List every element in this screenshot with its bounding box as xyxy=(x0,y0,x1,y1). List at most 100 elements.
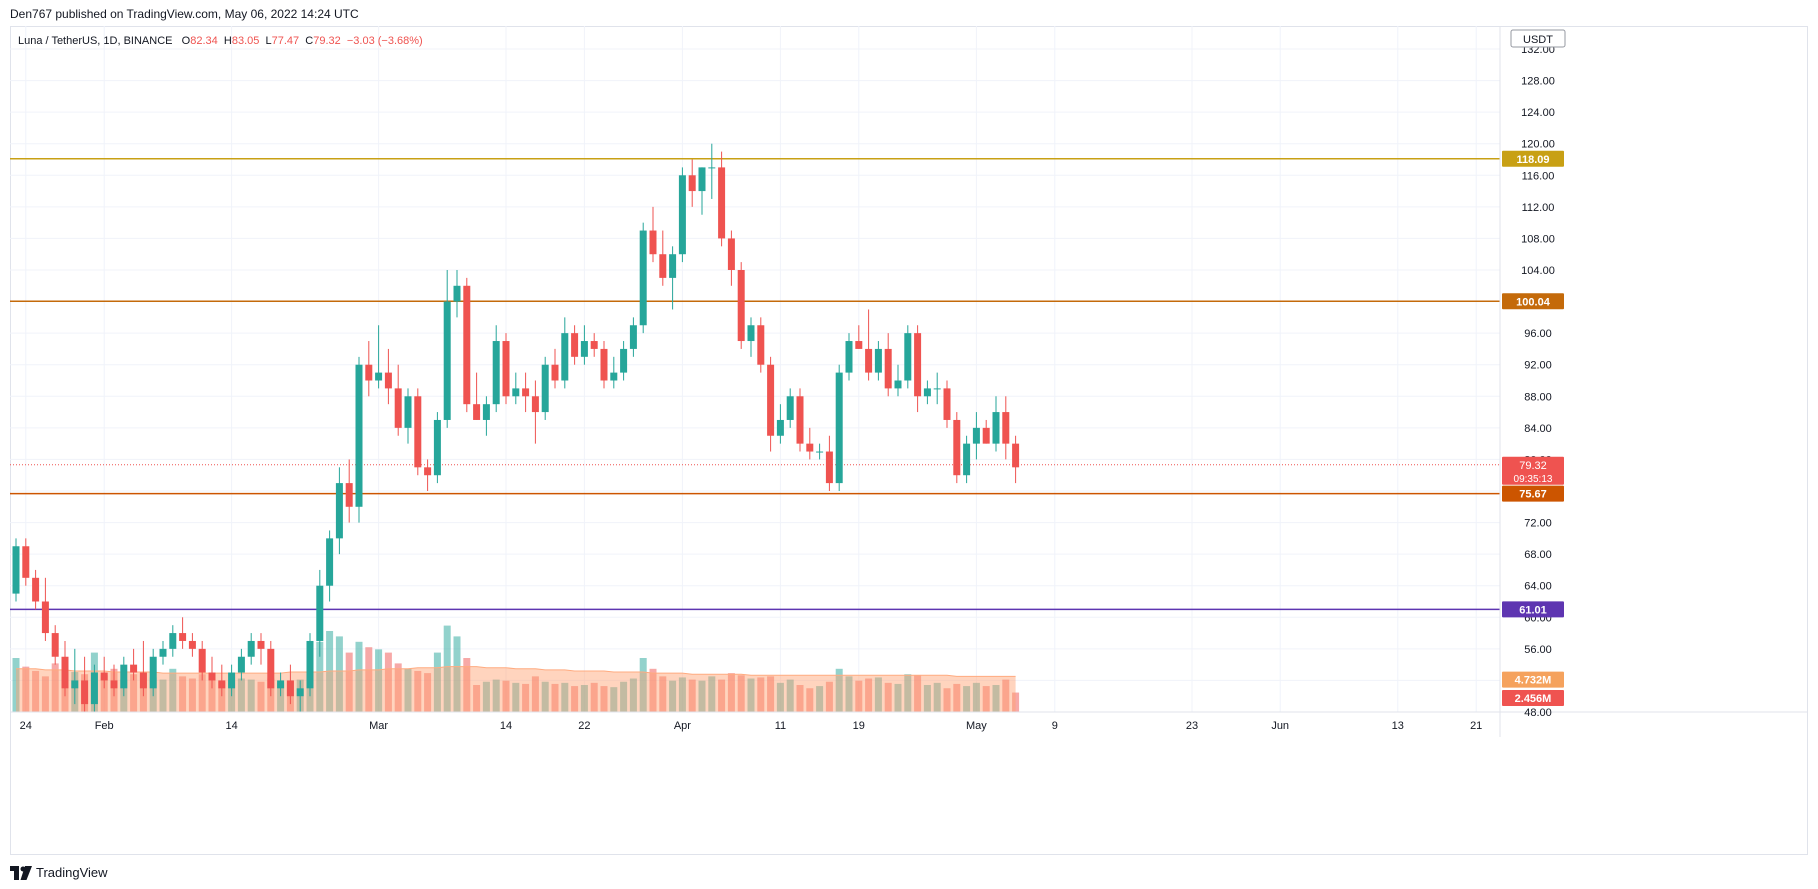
volume-bar xyxy=(433,652,441,712)
volume-bar xyxy=(404,668,412,712)
volume-bar xyxy=(708,676,716,712)
candle-body xyxy=(551,364,559,381)
candle-body xyxy=(247,640,255,657)
axes xyxy=(10,26,1808,737)
volume-bar xyxy=(747,678,755,712)
volume-ma-area xyxy=(16,666,1016,712)
volume-bar xyxy=(972,682,980,712)
volume-bar xyxy=(992,685,1000,712)
candle-body xyxy=(149,656,157,689)
candle-body xyxy=(796,396,804,444)
level-label-bg xyxy=(1502,485,1564,502)
candle-body xyxy=(786,396,794,420)
tradingview-logo[interactable]: TradingView xyxy=(10,865,108,880)
x-tick-label: 9 xyxy=(1052,720,1058,732)
volume-bar xyxy=(326,631,334,712)
candle-body xyxy=(316,585,324,641)
y-tick-label: 64.00 xyxy=(1524,581,1552,593)
grid xyxy=(10,26,1500,713)
candle-body xyxy=(561,333,569,381)
volume-bar xyxy=(982,686,990,712)
candle-body xyxy=(257,640,265,649)
x-tick-label: 24 xyxy=(20,720,32,732)
candle-body xyxy=(208,672,216,681)
volume-bar xyxy=(580,685,588,712)
legend-change: −3.03 (−3.68%) xyxy=(346,35,423,47)
candle-body xyxy=(130,664,138,673)
volume-bar xyxy=(188,678,196,712)
volume-bar xyxy=(394,663,402,712)
candle-body xyxy=(1002,412,1010,444)
candle-body xyxy=(443,301,451,420)
candle-body xyxy=(120,664,128,689)
legend-high: 83.05 xyxy=(231,35,260,47)
y-tick-label: 116.00 xyxy=(1522,170,1555,182)
candle-body xyxy=(482,404,490,420)
candle-body xyxy=(218,680,226,689)
volume-bar xyxy=(806,688,814,712)
volume-ma-line xyxy=(16,666,1016,677)
candle-body xyxy=(81,680,89,705)
volume-bar xyxy=(561,682,569,712)
candle-body xyxy=(1012,443,1020,468)
last-price-label: 79.32 xyxy=(1519,460,1547,472)
candle-body xyxy=(816,451,824,453)
volume-bar xyxy=(835,668,843,712)
volume-label: 2.456M xyxy=(1515,693,1552,705)
x-tick-label: Apr xyxy=(674,720,691,732)
chart-legend: Luna / TetherUS, 1D, BINANCE O82.34 H83.… xyxy=(18,35,423,47)
volume-bar xyxy=(22,666,30,712)
candle-body xyxy=(610,372,618,381)
currency-label: USDT xyxy=(1523,34,1553,46)
candle-body xyxy=(727,238,735,270)
volume-bar xyxy=(865,678,873,712)
legend-symbol: Luna / TetherUS, 1D, BINANCE xyxy=(18,35,173,47)
candle-body xyxy=(678,175,686,255)
volume-bar xyxy=(375,649,383,712)
volume-bar xyxy=(257,681,265,712)
volume-bar xyxy=(620,681,628,712)
horizontal-levels xyxy=(10,158,1500,611)
volume-bar xyxy=(855,680,863,712)
volume-bar xyxy=(473,685,481,712)
volume-bar xyxy=(208,679,216,712)
candle-body xyxy=(384,372,392,389)
candle-body xyxy=(453,285,461,302)
legend-high-label: H xyxy=(223,35,232,47)
tradingview-brand: TradingView xyxy=(36,865,108,880)
candle-body xyxy=(659,254,667,278)
volume-bar xyxy=(669,680,677,712)
volume-bar xyxy=(786,679,794,712)
volume-bar xyxy=(825,681,833,712)
candle-body xyxy=(375,372,383,381)
candle-body xyxy=(110,680,118,689)
x-tick-label: 21 xyxy=(1470,720,1482,732)
candle-body xyxy=(865,348,873,373)
volume-bar xyxy=(365,647,373,712)
volume-bar xyxy=(424,673,432,712)
candle-body xyxy=(963,443,971,476)
level-label: 118.09 xyxy=(1516,154,1549,166)
volume-bar xyxy=(100,675,108,712)
level-label: 100.04 xyxy=(1516,296,1551,308)
y-tick-label: 96.00 xyxy=(1524,328,1552,340)
chart-frame[interactable] xyxy=(10,26,1808,855)
candle-body xyxy=(404,396,412,428)
x-tick-label: Jun xyxy=(1271,720,1289,732)
x-tick-label: Mar xyxy=(369,720,388,732)
candle-body xyxy=(541,364,549,413)
volume-bar xyxy=(541,681,549,712)
candle-body xyxy=(669,254,677,278)
candle-body xyxy=(414,396,422,468)
candle-body xyxy=(571,333,579,357)
candle-body xyxy=(767,364,775,436)
legend-close: 79.32 xyxy=(313,35,341,47)
candle-body xyxy=(708,167,716,169)
candle-body xyxy=(306,640,314,689)
volume-bar xyxy=(639,658,647,712)
price-chart[interactable]: 48.0052.0056.0060.0064.0068.0072.0076.00… xyxy=(0,0,1818,862)
volume-bar xyxy=(159,679,167,712)
candle-body xyxy=(649,230,657,255)
volume-bar xyxy=(12,658,20,712)
volume-bar xyxy=(384,652,392,712)
